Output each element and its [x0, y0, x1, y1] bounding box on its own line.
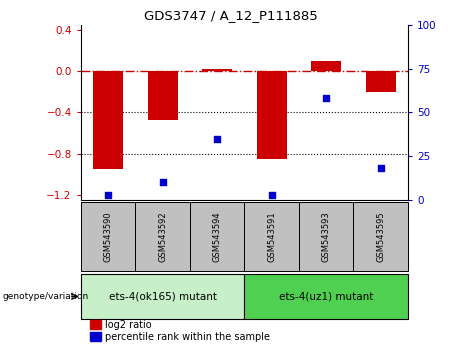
- Point: [159, 180, 166, 185]
- Text: percentile rank within the sample: percentile rank within the sample: [105, 332, 270, 342]
- Text: genotype/variation: genotype/variation: [2, 292, 89, 301]
- Text: GDS3747 / A_12_P111885: GDS3747 / A_12_P111885: [144, 9, 317, 22]
- Text: GSM543591: GSM543591: [267, 211, 276, 262]
- Text: ets-4(uz1) mutant: ets-4(uz1) mutant: [279, 291, 373, 302]
- Bar: [148, 71, 177, 120]
- Text: GSM543595: GSM543595: [376, 211, 385, 262]
- Bar: [202, 69, 232, 71]
- Text: GSM543592: GSM543592: [158, 211, 167, 262]
- Point: [268, 192, 275, 198]
- Bar: [311, 61, 341, 71]
- Text: GSM543594: GSM543594: [213, 211, 222, 262]
- Point: [377, 166, 384, 171]
- Text: GSM543590: GSM543590: [103, 211, 112, 262]
- Bar: [366, 71, 396, 92]
- Text: GSM543593: GSM543593: [322, 211, 331, 262]
- Text: ets-4(ok165) mutant: ets-4(ok165) mutant: [108, 291, 217, 302]
- Point: [322, 96, 330, 101]
- Point: [213, 136, 221, 142]
- Point: [104, 192, 112, 198]
- Text: log2 ratio: log2 ratio: [105, 320, 151, 330]
- Bar: [93, 71, 123, 169]
- Bar: [257, 71, 287, 159]
